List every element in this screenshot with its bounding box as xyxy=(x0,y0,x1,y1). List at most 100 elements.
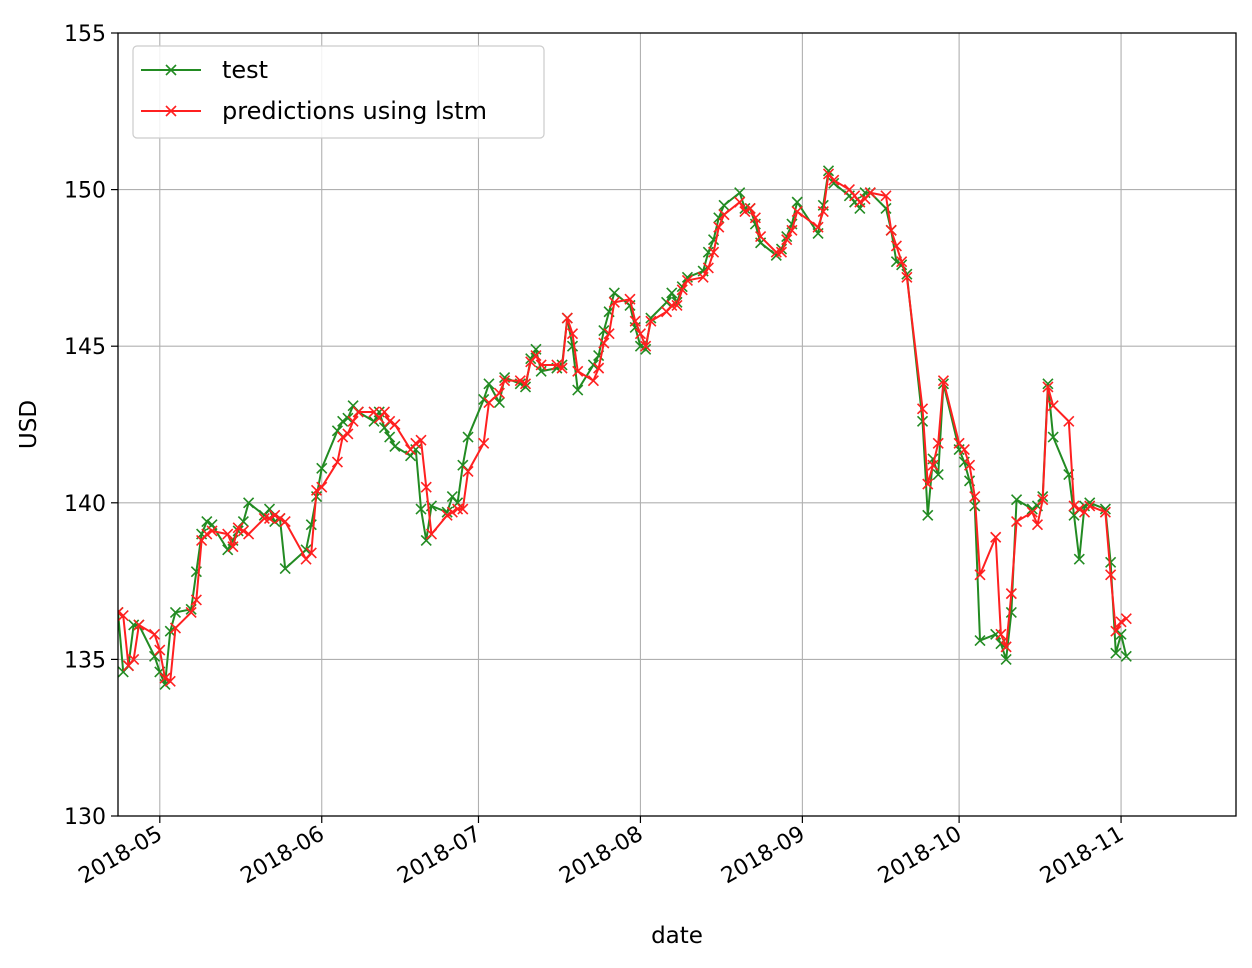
data-point xyxy=(640,340,652,352)
data-point xyxy=(775,246,788,258)
data-point xyxy=(185,606,197,618)
data-point xyxy=(384,431,396,443)
data-point xyxy=(958,443,970,456)
data-point xyxy=(222,544,234,556)
data-point xyxy=(744,202,756,214)
data-point xyxy=(817,205,829,218)
data-point xyxy=(164,675,176,687)
data-point xyxy=(781,234,793,246)
data-point xyxy=(822,165,835,177)
y-tick-label: 135 xyxy=(64,648,106,673)
data-point xyxy=(671,299,683,312)
data-point xyxy=(572,384,584,396)
y-tick-label: 140 xyxy=(64,492,106,517)
data-point xyxy=(1120,613,1132,625)
data-point xyxy=(937,375,950,387)
data-point xyxy=(159,672,171,684)
legend-marker xyxy=(165,64,177,76)
data-point xyxy=(718,199,730,211)
data-point xyxy=(922,478,934,490)
data-point xyxy=(190,594,202,606)
y-tick-label: 150 xyxy=(64,179,106,204)
data-point xyxy=(499,375,511,387)
data-point xyxy=(274,512,286,525)
data-point xyxy=(828,174,840,186)
data-point xyxy=(493,397,505,409)
data-point xyxy=(755,231,767,243)
data-point xyxy=(169,606,182,618)
data-point xyxy=(316,462,328,474)
data-point xyxy=(206,525,218,537)
data-point xyxy=(598,337,610,349)
data-point xyxy=(128,653,140,665)
data-point xyxy=(164,625,176,637)
data-point xyxy=(896,256,908,268)
plot-frame xyxy=(117,32,1237,817)
legend-entry: predictions using lstm xyxy=(141,97,487,125)
data-point xyxy=(493,387,505,399)
data-point xyxy=(770,246,782,258)
data-point xyxy=(566,340,579,352)
data-point xyxy=(1005,606,1017,618)
data-point xyxy=(201,528,213,540)
data-point xyxy=(864,187,876,199)
data-point xyxy=(932,469,944,481)
data-point xyxy=(415,434,427,446)
data-point xyxy=(118,609,129,622)
data-point xyxy=(1099,503,1111,515)
data-point xyxy=(922,509,934,521)
data-point xyxy=(634,328,646,340)
data-point xyxy=(828,177,840,189)
data-point xyxy=(478,393,490,406)
data-point xyxy=(462,431,474,443)
data-point xyxy=(519,378,532,390)
data-point xyxy=(593,362,605,374)
data-point xyxy=(347,415,359,427)
data-point xyxy=(969,490,981,503)
legend-marker xyxy=(165,105,177,117)
data-point xyxy=(227,541,239,553)
data-point xyxy=(316,481,328,493)
data-point xyxy=(452,503,464,515)
data-point xyxy=(854,196,866,208)
data-point xyxy=(446,506,458,518)
data-point xyxy=(483,378,495,390)
data-point xyxy=(890,240,902,252)
data-point xyxy=(384,415,396,427)
data-point xyxy=(258,512,270,525)
data-point xyxy=(974,569,986,581)
data-point xyxy=(603,328,615,340)
data-point xyxy=(1000,653,1012,665)
data-point xyxy=(1047,400,1059,412)
data-point xyxy=(128,619,140,631)
data-point xyxy=(342,428,354,440)
data-point xyxy=(880,190,892,202)
data-point xyxy=(462,465,474,478)
data-point xyxy=(1073,553,1085,565)
y-axis-label: USD xyxy=(16,400,42,449)
data-point xyxy=(640,343,652,355)
data-point xyxy=(587,359,599,371)
data-point xyxy=(222,528,234,540)
data-point xyxy=(478,437,490,449)
legend-box xyxy=(132,45,545,139)
data-point xyxy=(702,262,714,274)
data-point xyxy=(901,271,913,283)
data-point xyxy=(1000,641,1012,653)
data-point xyxy=(1042,378,1054,390)
data-point xyxy=(1011,516,1023,528)
data-point xyxy=(572,365,584,377)
data-point xyxy=(310,484,323,496)
data-point xyxy=(1047,431,1059,443)
data-point xyxy=(1005,588,1017,600)
data-point xyxy=(551,359,563,371)
data-point xyxy=(133,619,145,631)
data-point xyxy=(916,403,929,415)
data-point xyxy=(232,522,244,534)
legend: test predictions using lstm xyxy=(132,45,545,139)
data-point xyxy=(483,397,495,409)
data-point xyxy=(681,274,694,286)
data-point xyxy=(587,375,599,387)
